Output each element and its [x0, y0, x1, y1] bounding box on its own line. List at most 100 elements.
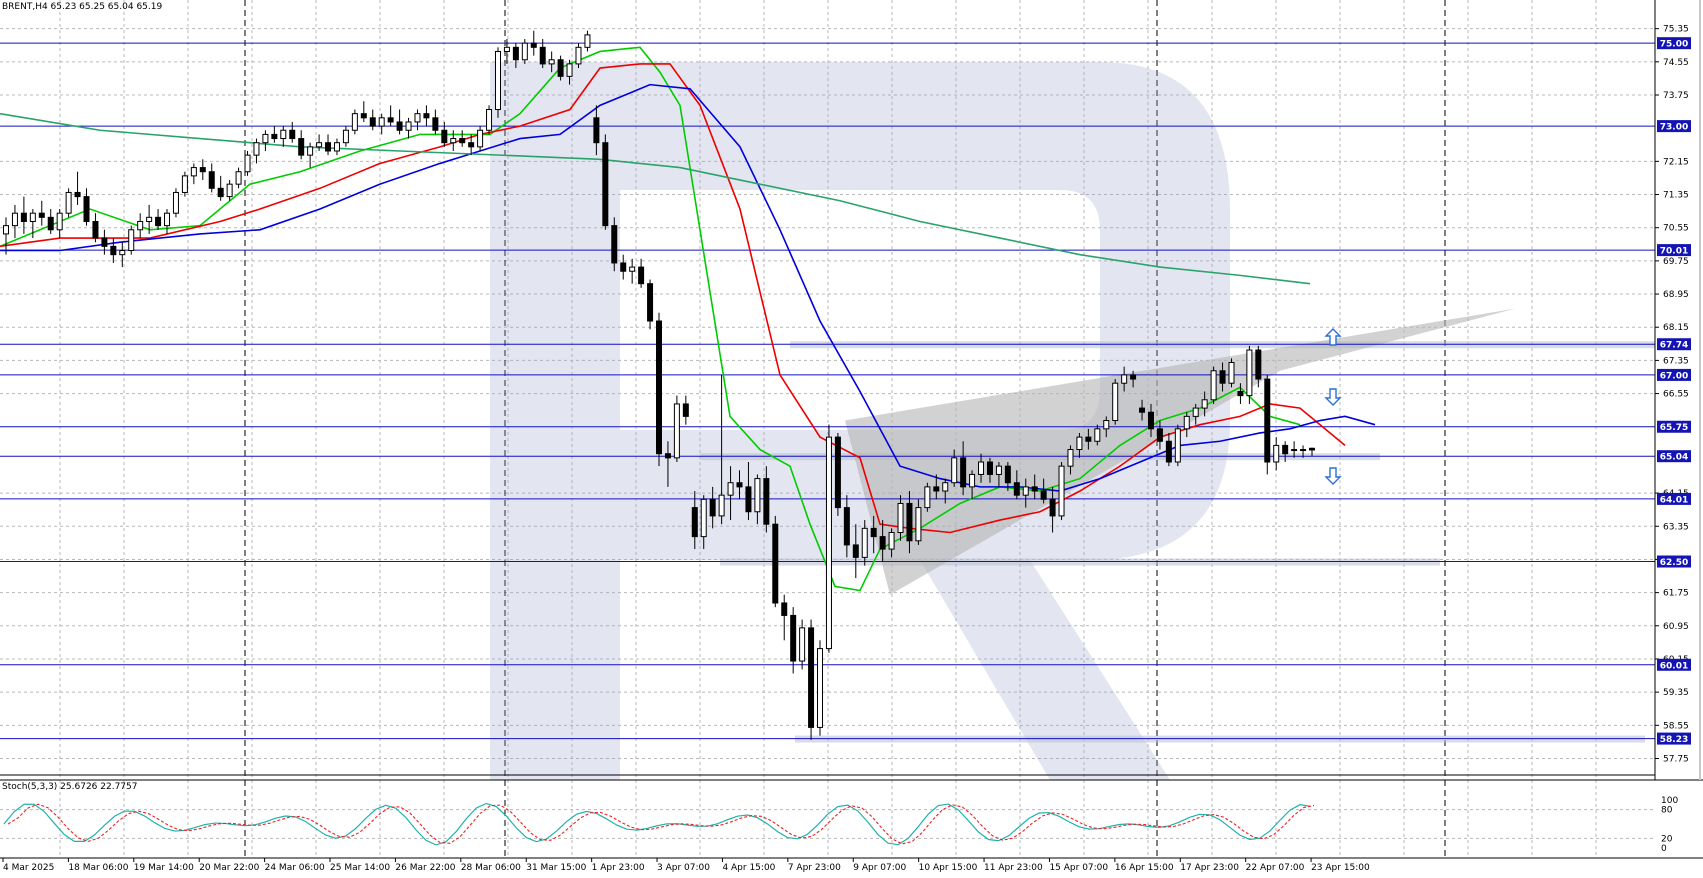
candle	[718, 374, 725, 525]
candle-body	[441, 129, 448, 144]
candle	[494, 47, 501, 118]
candle	[691, 491, 698, 550]
candle-body	[1264, 378, 1271, 463]
candle-body	[11, 212, 18, 227]
candle-body	[1282, 444, 1289, 455]
candle-body	[432, 117, 439, 131]
candle-body	[1049, 498, 1056, 517]
candle-body	[235, 171, 242, 185]
candle	[978, 453, 985, 483]
candle	[190, 163, 197, 185]
stochastic-panel	[0, 802, 1655, 846]
candle-body	[647, 283, 654, 322]
candle-body	[47, 216, 54, 231]
candle-body	[1156, 428, 1163, 442]
candle	[1300, 445, 1307, 458]
candle	[74, 171, 81, 205]
candle-body	[718, 494, 725, 517]
candle	[727, 466, 734, 521]
candle-body	[459, 138, 466, 144]
price-tick-label: 58.55	[1663, 721, 1689, 731]
stoch-tick-label: 0	[1661, 844, 1667, 854]
candle	[942, 478, 949, 504]
candle-body	[1094, 428, 1101, 442]
price-tick-label: 71.35	[1663, 191, 1689, 201]
candle-body	[539, 46, 546, 65]
candle-body	[1291, 449, 1298, 452]
candle	[915, 499, 922, 545]
candle	[521, 39, 528, 64]
candle	[289, 121, 296, 143]
candle-body	[494, 50, 501, 111]
candle	[861, 520, 868, 566]
time-tick-label: 4 Apr 15:00	[722, 863, 775, 873]
candle-body	[244, 154, 251, 173]
candle-body	[799, 627, 806, 662]
candle-body	[548, 59, 555, 65]
time-tick-label: 31 Mar 15:00	[526, 863, 586, 873]
candle-body	[709, 498, 716, 517]
candle	[1094, 424, 1101, 446]
candle-body	[1004, 465, 1011, 484]
candle	[1255, 345, 1262, 388]
candle-body	[298, 138, 305, 156]
moving-averages	[0, 46, 1376, 592]
candle-body	[1237, 391, 1244, 397]
candle	[38, 200, 45, 226]
candle	[584, 30, 591, 52]
candle-body	[1228, 361, 1235, 384]
candle-body	[906, 502, 913, 542]
candle	[763, 466, 770, 533]
candle	[119, 242, 126, 268]
candle-body	[423, 113, 430, 119]
candle-body	[1219, 370, 1226, 384]
candle-body	[342, 129, 349, 144]
level-label: 64.01	[1660, 495, 1688, 505]
price-tick-label: 59.35	[1663, 688, 1689, 698]
price-tick-label: 73.75	[1663, 91, 1689, 101]
candle	[1121, 366, 1128, 392]
candle	[817, 640, 824, 736]
price-tick-label: 63.35	[1663, 522, 1689, 532]
candle	[700, 495, 707, 550]
candle	[369, 109, 376, 131]
candle-body	[817, 648, 824, 728]
candle-body	[727, 482, 734, 496]
level-label-bg	[1657, 450, 1691, 463]
candle	[1201, 391, 1208, 417]
moving-average-line	[0, 63, 1346, 534]
time-tick-label: 3 Apr 07:00	[657, 863, 710, 873]
candle-body	[92, 220, 99, 239]
level-label-bg	[1657, 420, 1691, 433]
candle	[1103, 416, 1110, 438]
candle	[960, 441, 967, 496]
candle-body	[1013, 482, 1020, 496]
candle	[244, 150, 251, 176]
candle-body	[387, 117, 394, 123]
level-label-bg	[1657, 338, 1691, 351]
arrow-up-icon	[1324, 328, 1342, 346]
level-label-bg	[1657, 732, 1691, 745]
candle-body	[190, 167, 197, 177]
candle-body	[119, 250, 126, 256]
candle	[92, 213, 99, 243]
time-tick-label: 28 Mar 06:00	[461, 863, 521, 873]
candle	[1040, 478, 1047, 504]
candle	[271, 126, 278, 143]
candle	[450, 130, 457, 151]
candle	[575, 43, 582, 69]
price-levels	[0, 42, 1655, 740]
candle	[709, 486, 716, 529]
candle-body	[289, 129, 296, 140]
candle	[155, 209, 162, 230]
candle-body	[575, 46, 582, 65]
candle-body	[101, 237, 108, 247]
candle-body	[1031, 486, 1038, 492]
candle	[1273, 437, 1280, 471]
candle	[638, 258, 645, 288]
candle	[1022, 478, 1029, 508]
candle-body	[834, 436, 841, 509]
candle-body	[1147, 411, 1154, 430]
level-label: 58.23	[1660, 735, 1688, 745]
candle-body	[20, 212, 27, 222]
